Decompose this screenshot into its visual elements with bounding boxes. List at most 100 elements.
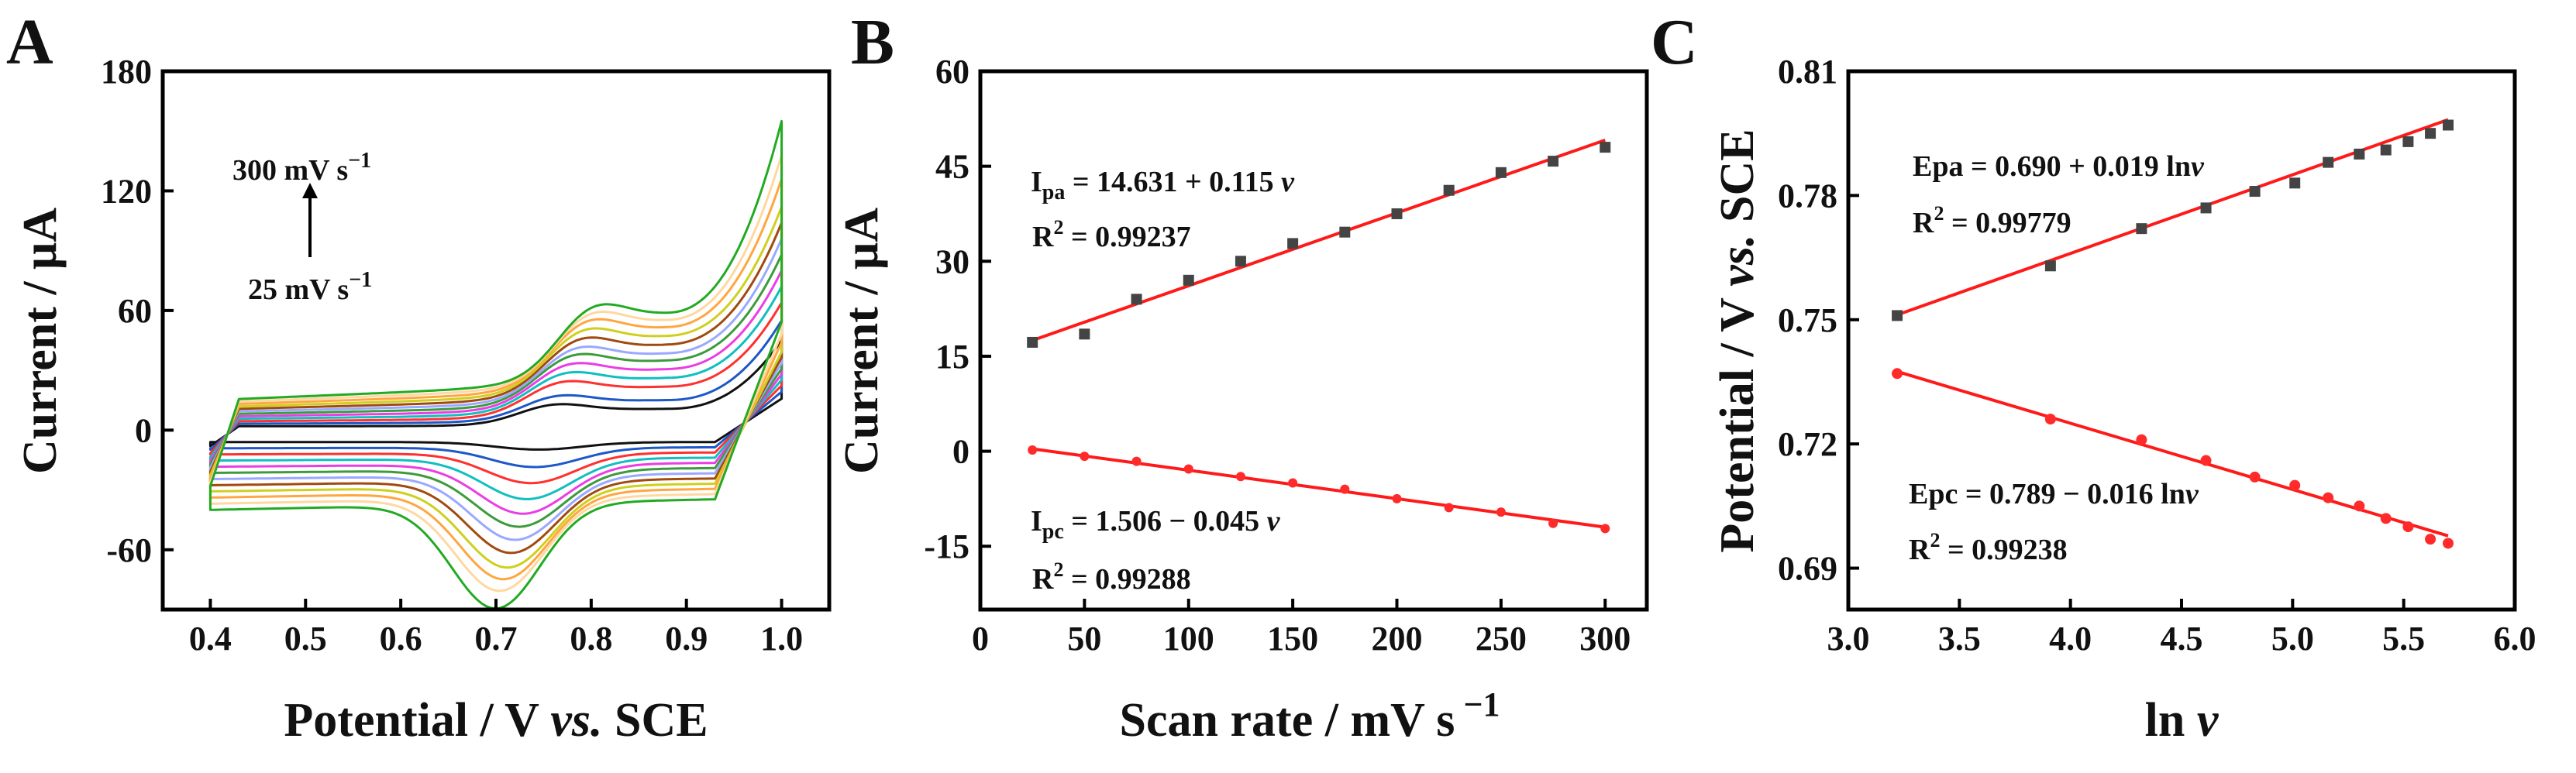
b-fit-line-ipa bbox=[1031, 138, 1606, 342]
c-point-epc bbox=[2354, 500, 2365, 512]
c-epa-r2: R2 = 0.99779 bbox=[1913, 202, 2071, 239]
a-cv-curves bbox=[208, 119, 783, 610]
b-point-ipa bbox=[1339, 226, 1351, 238]
b-fit-line-ipc bbox=[1031, 447, 1606, 529]
a-y-tick-label: 60 bbox=[118, 292, 152, 330]
b-point-ipc bbox=[1600, 524, 1610, 534]
b-point-ipa bbox=[1183, 274, 1194, 286]
c-point-epa bbox=[1892, 310, 1903, 321]
c-x-tick-label: 6.0 bbox=[2494, 620, 2536, 658]
b-point-ipa bbox=[1027, 336, 1038, 348]
b-x-tick-label: 300 bbox=[1579, 620, 1631, 658]
c-y-tick-label: 0.81 bbox=[1778, 53, 1837, 91]
a-arrow-head-icon bbox=[302, 183, 318, 198]
b-y-tick-label: 45 bbox=[935, 148, 969, 186]
b-point-ipa bbox=[1079, 328, 1090, 340]
panel-label-c: C bbox=[1651, 6, 1698, 78]
c-point-epa bbox=[2249, 186, 2261, 198]
a-y-tick-label: 120 bbox=[101, 172, 152, 210]
c-point-epc bbox=[2200, 455, 2212, 466]
b-point-ipc bbox=[1028, 445, 1038, 455]
a-y-tick-label: -60 bbox=[106, 531, 152, 569]
a-x-tick-label: 0.7 bbox=[475, 620, 518, 658]
c-point-epc bbox=[2402, 521, 2414, 533]
a-x-tick-label: 0.4 bbox=[189, 620, 232, 658]
a-cv-curve-50 bbox=[208, 319, 783, 469]
b-point-ipc bbox=[1183, 464, 1193, 474]
panel-b: B 0 50 100 150 200 250 300 -15 0 15 30 45 60 Scan ra… bbox=[835, 6, 1649, 747]
c-epc-equation: Epc = 0.789 − 0.016 lnv bbox=[1909, 478, 2199, 510]
a-y-tick-label: 0 bbox=[135, 411, 152, 449]
b-y-tick-label: -15 bbox=[924, 527, 969, 565]
c-point-epa bbox=[2044, 260, 2056, 272]
b-x-tick-label: 50 bbox=[1067, 620, 1101, 658]
b-ipc-r2: R2 = 0.99288 bbox=[1032, 558, 1191, 596]
panel-c: C 3.0 3.5 4.0 4.5 5.0 5.5 6.0 0.69 0.72 0.75 0.78 0… bbox=[1651, 6, 2536, 747]
b-point-ipa bbox=[1495, 167, 1507, 178]
c-x-tick-label: 4.5 bbox=[2161, 620, 2203, 658]
c-point-epa bbox=[2443, 119, 2454, 131]
b-point-ipa bbox=[1235, 256, 1246, 267]
a-cv-curve-25 bbox=[208, 339, 783, 451]
a-x-axis-title: Potential / V vs. SCE bbox=[284, 694, 708, 747]
panel-label-b: B bbox=[851, 6, 894, 78]
b-point-ipa bbox=[1443, 184, 1455, 196]
b-x-tick-label: 100 bbox=[1163, 620, 1214, 658]
b-ipc-equation: Ipc = 1.506 − 0.045 v bbox=[1031, 505, 1281, 544]
c-axis-ticks: 3.0 3.5 4.0 4.5 5.0 5.5 6.0 0.69 0.72 0.75 0.78 0.8… bbox=[1778, 53, 2536, 658]
b-point-ipa bbox=[1391, 208, 1403, 219]
a-x-tick-label: 0.6 bbox=[380, 620, 422, 658]
c-point-epa bbox=[2380, 144, 2392, 156]
c-point-epa bbox=[2402, 136, 2414, 147]
b-ipa-equation: Ipa = 14.631 + 0.115 v bbox=[1031, 166, 1295, 204]
c-fit-line-epc bbox=[1896, 369, 2449, 538]
b-y-tick-label: 15 bbox=[935, 338, 969, 376]
c-point-epc bbox=[2289, 479, 2301, 491]
b-x-axis-title: Scan rate / mV s −1 bbox=[1120, 685, 1500, 747]
c-point-epc bbox=[2249, 471, 2261, 483]
b-point-ipc bbox=[1288, 478, 1298, 488]
a-cv-curve-300 bbox=[208, 119, 783, 610]
b-point-ipa bbox=[1287, 238, 1299, 249]
b-ipa-r2: R2 = 0.99237 bbox=[1032, 216, 1191, 253]
a-cv-curve-275 bbox=[208, 153, 783, 593]
b-point-ipc bbox=[1340, 484, 1350, 494]
b-point-ipc bbox=[1444, 503, 1454, 513]
a-x-tick-label: 0.5 bbox=[284, 620, 327, 658]
c-point-epc bbox=[2323, 492, 2334, 503]
c-y-axis-title: Potential / V vs. SCE bbox=[1711, 129, 1764, 552]
c-y-tick-label: 0.72 bbox=[1778, 425, 1837, 463]
b-y-tick-label: 30 bbox=[935, 242, 969, 280]
a-cv-curve-150 bbox=[208, 253, 783, 528]
b-scatter-series bbox=[1027, 138, 1611, 534]
b-point-ipa bbox=[1131, 294, 1142, 305]
a-y-axis-title: Current / μA bbox=[14, 208, 67, 474]
b-y-axis-title: Current / μA bbox=[835, 208, 888, 474]
a-cv-curve-200 bbox=[208, 222, 783, 555]
a-axis-ticks: 0.4 0.5 0.6 0.7 0.8 0.9 1.0 -60 0 60 120 180 bbox=[101, 53, 803, 658]
c-scatter-series bbox=[1892, 118, 2454, 549]
a-cv-curve-125 bbox=[208, 269, 783, 515]
panel-a: A 0.4 0.5 0.6 0.7 0.8 0.9 1.0 -60 0 60 120 180 Pote… bbox=[6, 6, 832, 747]
c-y-tick-label: 0.69 bbox=[1778, 550, 1837, 588]
b-point-ipc bbox=[1080, 452, 1090, 462]
b-x-tick-label: 250 bbox=[1476, 620, 1527, 658]
c-x-axis-title: ln v bbox=[2145, 694, 2220, 747]
a-cv-curve-175 bbox=[208, 237, 783, 541]
b-point-ipa bbox=[1548, 156, 1559, 167]
panel-label-a: A bbox=[6, 6, 53, 78]
b-x-tick-label: 0 bbox=[972, 620, 989, 658]
c-epa-equation: Epa = 0.690 + 0.019 lnv bbox=[1913, 150, 2205, 183]
a-cv-curve-100 bbox=[208, 285, 783, 500]
c-point-epa bbox=[2425, 128, 2437, 139]
b-y-tick-label: 60 bbox=[935, 53, 969, 91]
a-annot-300: 300 mV s−1 bbox=[232, 149, 371, 187]
b-point-ipc bbox=[1235, 472, 1245, 482]
b-point-ipc bbox=[1496, 507, 1506, 517]
a-annot-25: 25 mV s−1 bbox=[248, 268, 372, 306]
c-point-epa bbox=[2200, 202, 2212, 214]
c-point-epc bbox=[2443, 538, 2454, 549]
a-plot-frame bbox=[160, 69, 832, 612]
